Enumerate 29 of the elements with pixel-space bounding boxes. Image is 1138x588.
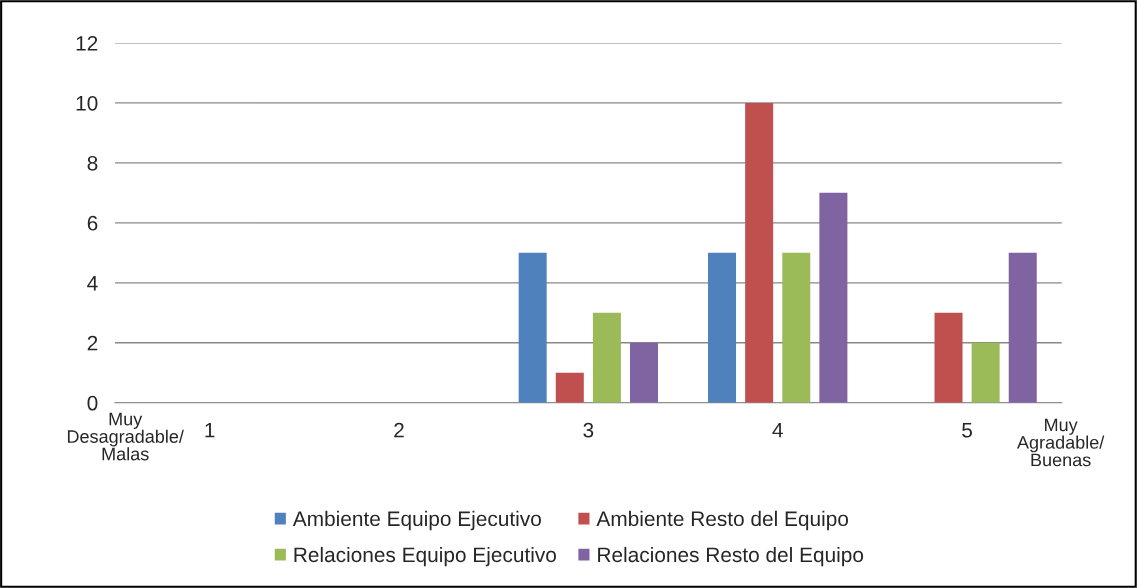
bar (555, 372, 584, 403)
y-tick-label: 2 (87, 335, 98, 351)
text: Muy Desagradable/ Malas (67, 412, 184, 461)
x-tick-label: 3 (583, 422, 594, 438)
bar (819, 192, 848, 403)
y-tick-label: 6 (87, 215, 98, 231)
bar (518, 252, 547, 403)
x-tick-label: 5 (962, 422, 972, 438)
legend-label: Ambiente Resto del Equipo (596, 510, 849, 531)
bar (745, 102, 774, 403)
x-tick-label: 1 (205, 422, 215, 438)
legend-label: Ambiente Equipo Ejecutivo (292, 510, 541, 531)
x-tick-label: 4 (772, 422, 783, 438)
text: Muy Agradable/ Buenas (1016, 418, 1105, 467)
y-tick-label: 4 (87, 276, 98, 291)
legend-label: Relaciones Equipo Ejecutivo (294, 546, 556, 567)
y-tick-label: 12 (76, 35, 98, 51)
x-tick-label: 2 (394, 422, 404, 438)
bar (592, 312, 621, 403)
bar (971, 342, 1000, 403)
y-tick-label: 10 (76, 95, 98, 111)
y-tick-label: 0 (87, 395, 98, 411)
bar (1008, 252, 1037, 403)
legend-label: Relaciones Resto del Equipo (598, 546, 864, 567)
bar (934, 312, 963, 403)
y-tick-label: 8 (87, 155, 98, 171)
bar (782, 252, 811, 403)
bar (630, 342, 659, 403)
bar (708, 252, 737, 403)
